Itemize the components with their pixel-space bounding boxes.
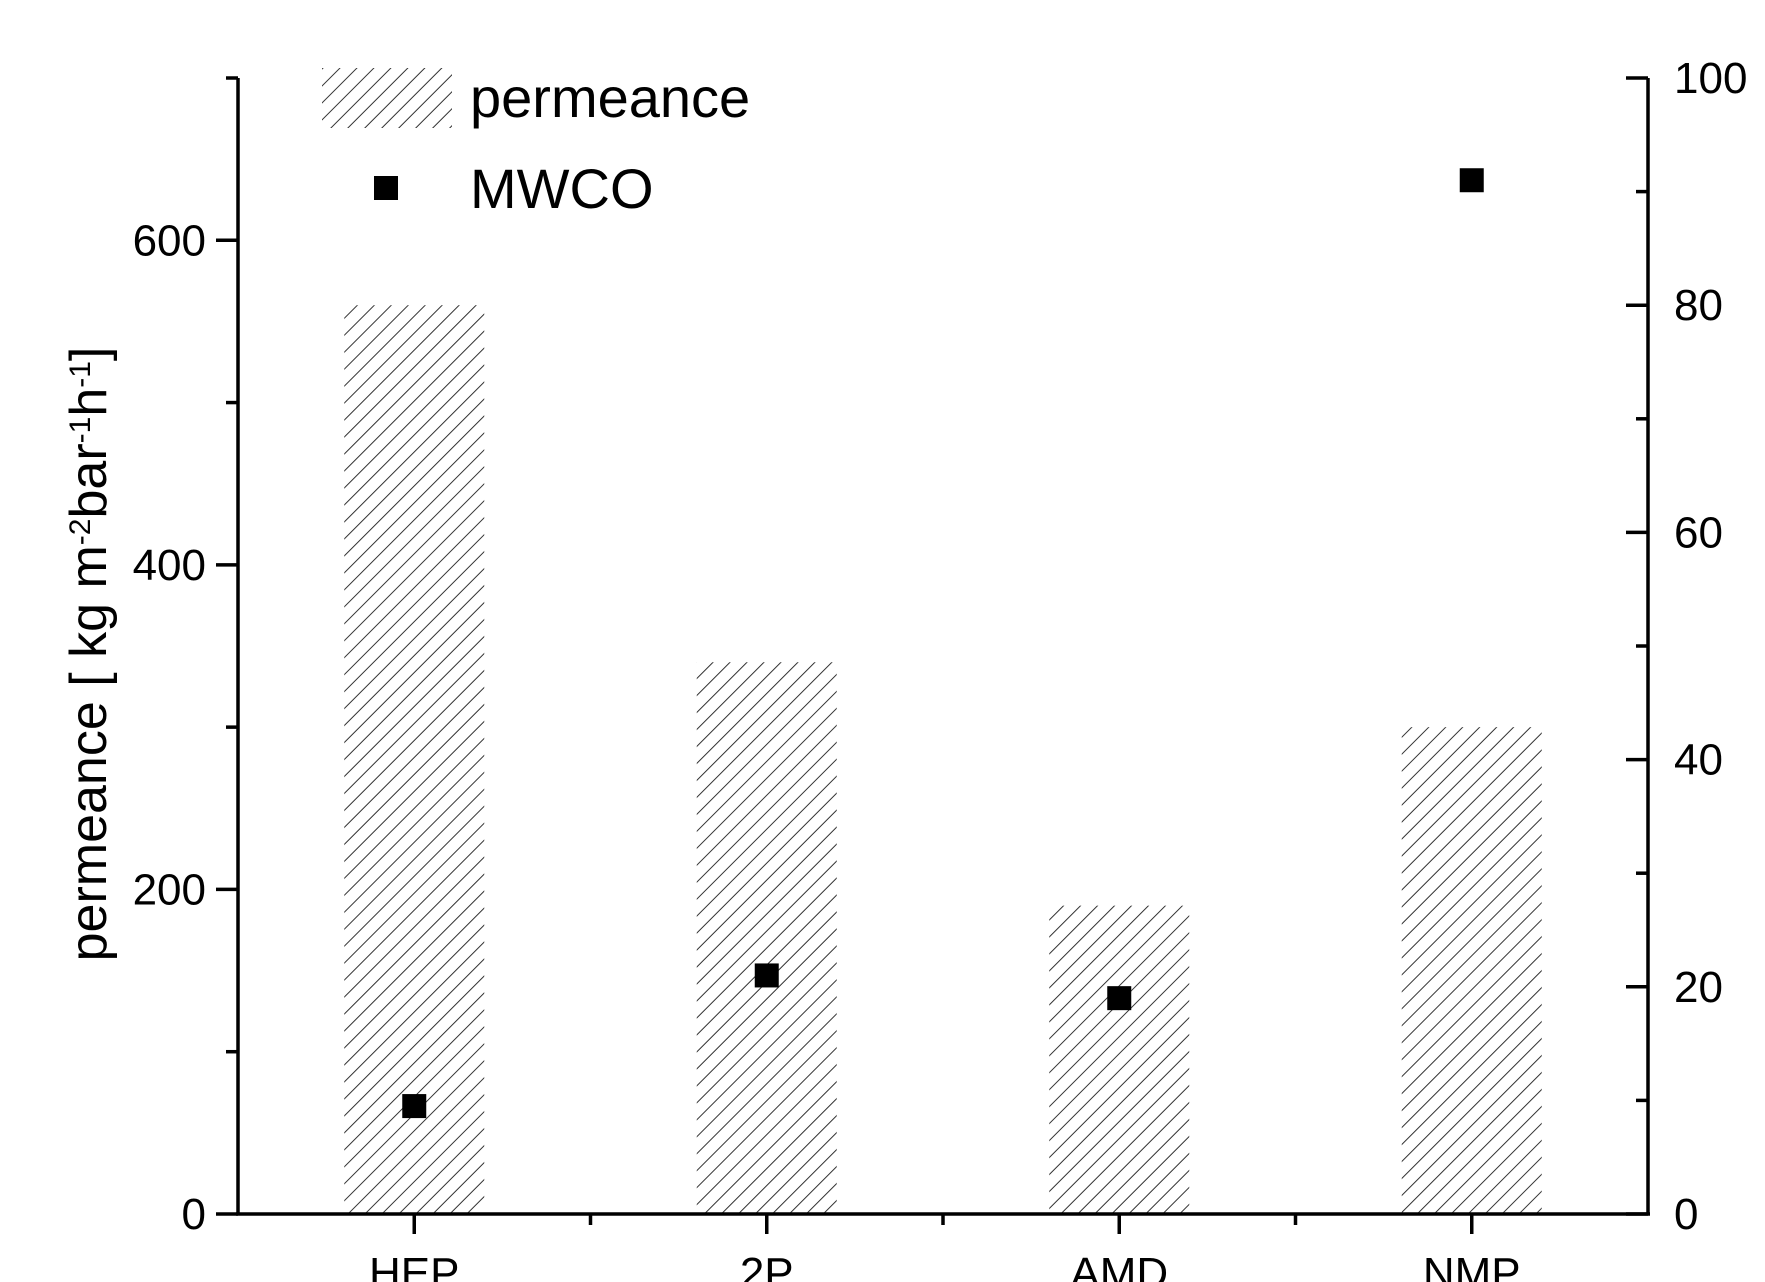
x-tick-label-2P: 2P bbox=[740, 1249, 794, 1282]
right-tick-label: 60 bbox=[1674, 508, 1723, 557]
left-tick-label: 0 bbox=[182, 1190, 206, 1239]
bar-NMP bbox=[1401, 727, 1542, 1214]
right-tick-label: 40 bbox=[1674, 736, 1723, 785]
left-tick-label: 600 bbox=[133, 216, 206, 265]
axis-title-part: bar bbox=[60, 443, 118, 518]
marker-HEP bbox=[402, 1094, 427, 1119]
markers-layer bbox=[402, 168, 1484, 1119]
left-tick-label: 200 bbox=[133, 865, 206, 914]
axis-title-superscript: -2 bbox=[64, 519, 97, 546]
marker-2P bbox=[754, 963, 779, 988]
x-tick-label-NMP: NMP bbox=[1423, 1249, 1521, 1282]
bars-layer bbox=[344, 305, 1542, 1214]
bar-2P bbox=[696, 662, 837, 1214]
right-tick-label: 100 bbox=[1674, 54, 1747, 103]
legend-swatch-permeance bbox=[322, 68, 452, 128]
legend: permeance MWCO bbox=[322, 66, 750, 220]
x-tick-label-HEP: HEP bbox=[369, 1249, 459, 1282]
bar-HEP bbox=[344, 305, 485, 1214]
marker-AMD bbox=[1107, 986, 1132, 1011]
labels-layer: 0 200 400 600 0 20 40 60 80 100 HEP 2P AMD NMP permean… bbox=[60, 54, 1747, 1282]
axis-title-part: ] bbox=[60, 347, 118, 361]
axis-title-part: h bbox=[60, 388, 118, 417]
right-tick-label: 0 bbox=[1674, 1190, 1698, 1239]
right-tick-label: 20 bbox=[1674, 963, 1723, 1012]
bar-AMD bbox=[1049, 905, 1190, 1214]
axis-title-superscript: -1 bbox=[64, 417, 97, 444]
marker-NMP bbox=[1459, 168, 1484, 193]
y-left-axis-title: permeance [ kg m-2bar-1h-1] bbox=[60, 347, 118, 962]
x-tick-label-AMD: AMD bbox=[1070, 1249, 1168, 1282]
legend-marker-mwco bbox=[374, 176, 398, 200]
left-tick-label: 400 bbox=[133, 541, 206, 590]
axes-layer bbox=[216, 76, 1650, 1234]
legend-label-mwco: MWCO bbox=[470, 157, 654, 220]
right-tick-label: 80 bbox=[1674, 281, 1723, 330]
axis-title-part: permeance [ kg m bbox=[60, 545, 118, 961]
legend-label-permeance: permeance bbox=[470, 66, 750, 129]
axis-title-superscript: -1 bbox=[64, 361, 97, 388]
